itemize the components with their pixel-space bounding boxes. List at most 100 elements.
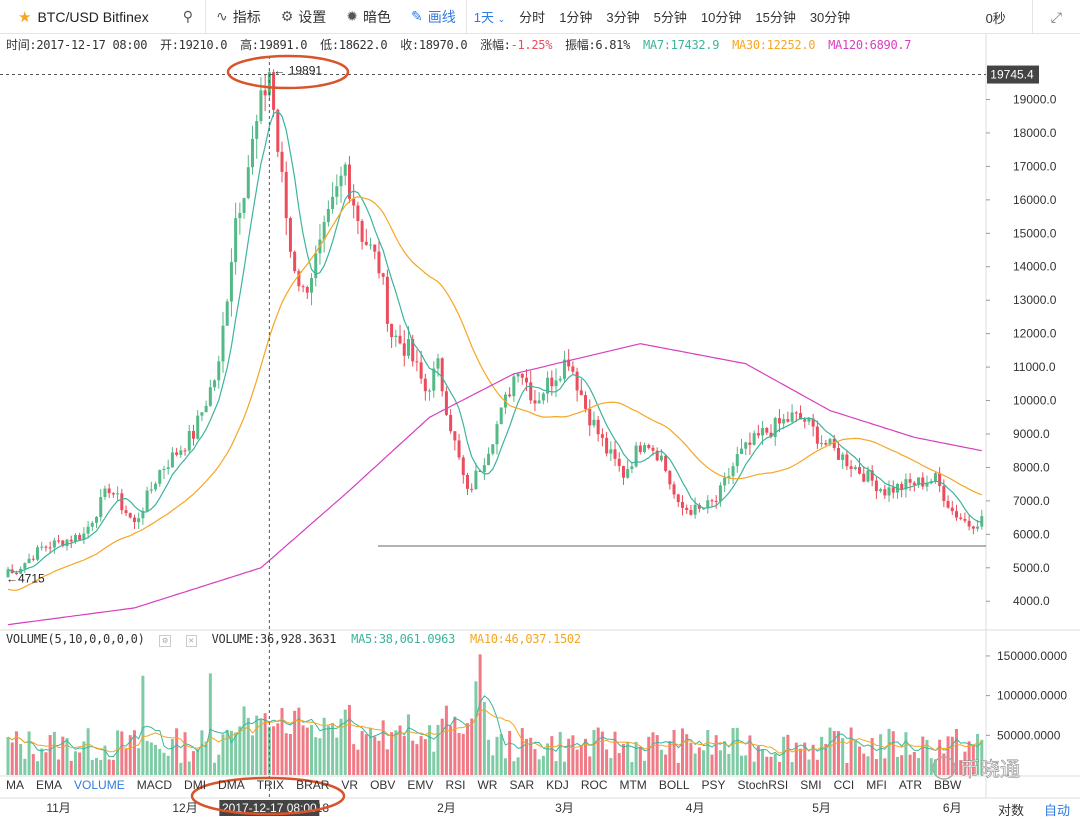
candle-body (613, 449, 617, 459)
volume-bar (980, 739, 984, 775)
indicator-bbw[interactable]: BBW (934, 778, 962, 792)
indicator-mtm[interactable]: MTM (619, 778, 647, 792)
log-scale-button[interactable]: 对数 (997, 803, 1024, 818)
indicators-button[interactable]: ∿ 指标 (216, 8, 261, 25)
candle-body (465, 474, 469, 489)
volume-bar (643, 760, 647, 775)
volume-bar (575, 749, 579, 775)
candle-body (487, 453, 491, 466)
indicator-cci[interactable]: CCI (833, 778, 855, 792)
indicator-brar[interactable]: BRAR (296, 778, 330, 792)
candle-body (499, 407, 503, 425)
interval-3m[interactable]: 3分钟 (606, 10, 640, 25)
indicator-macd[interactable]: MACD (136, 778, 173, 792)
candle-body (718, 485, 722, 502)
indicator-roc[interactable]: ROC (580, 778, 608, 792)
volume-bar (811, 744, 815, 775)
time-axis-label: 3月 (555, 801, 574, 815)
volume-bar (217, 754, 221, 775)
candle-body (584, 395, 588, 409)
volume-bar (145, 741, 149, 775)
draw-line-button[interactable]: ✎ 画线 (411, 8, 456, 25)
volume-bar (238, 726, 242, 775)
volume-settings-icon[interactable]: ⚙ (159, 635, 171, 647)
volume-bar (820, 736, 824, 775)
price-tick-label: 19000.0 (1013, 92, 1057, 106)
indicator-boll[interactable]: BOLL (658, 778, 690, 792)
candle-body (406, 339, 410, 356)
volume-bar (752, 761, 756, 775)
indicator-atr[interactable]: ATR (898, 778, 923, 792)
candle-body (659, 455, 663, 461)
interval-timeshare[interactable]: 分时 (519, 10, 546, 25)
indicator-volume[interactable]: VOLUME (74, 778, 125, 792)
indicator-obv[interactable]: OBV (370, 778, 396, 792)
volume-bar (659, 749, 663, 775)
indicator-mfi[interactable]: MFI (866, 778, 887, 792)
candle-body (440, 358, 444, 392)
volume-bar (369, 728, 373, 775)
candle-body (166, 467, 170, 469)
candle-body (655, 450, 659, 461)
candle-body (782, 419, 786, 424)
indicator-dmi[interactable]: DMI (184, 778, 207, 792)
indicator-emv[interactable]: EMV (407, 778, 434, 792)
interval-30m[interactable]: 30分钟 (809, 10, 851, 25)
volume-bar (491, 755, 495, 775)
info-amplitude: 振幅:6.81% (565, 38, 631, 52)
settings-button[interactable]: ⚙ 设置 (280, 8, 327, 25)
candle-body (116, 493, 120, 495)
interval-5m[interactable]: 5分钟 (653, 10, 687, 25)
auto-scale-button[interactable]: 自动 (1043, 803, 1070, 818)
price-tick-label: 9000.0 (1013, 427, 1050, 441)
candle-body (562, 359, 566, 379)
indicator-dma[interactable]: DMA (218, 778, 245, 792)
volume-bar (647, 736, 651, 775)
candle-body (554, 380, 558, 387)
volume-bar (579, 745, 583, 775)
indicator-wr[interactable]: WR (477, 778, 498, 792)
interval-1d[interactable]: 1天 ⌄ (473, 10, 506, 25)
interval-1m[interactable]: 1分钟 (559, 10, 593, 25)
candle-body (529, 382, 533, 401)
indicator-ma[interactable]: MA (6, 778, 24, 792)
search-icon[interactable]: ⚲ (182, 8, 193, 24)
interval-15m[interactable]: 15分钟 (755, 10, 796, 25)
volume-bar (436, 724, 440, 775)
fullscreen-icon[interactable]: ⤢ (1050, 8, 1062, 25)
volume-bar (301, 725, 305, 775)
volume-bar (588, 756, 592, 775)
volume-bar (158, 748, 162, 775)
indicator-vr[interactable]: VR (341, 778, 359, 792)
indicator-psy[interactable]: PSY (701, 778, 726, 792)
volume-bar (740, 755, 743, 775)
candle-body (364, 241, 368, 245)
volume-bar (390, 732, 394, 775)
volume-close-icon[interactable]: ✕ (185, 635, 197, 647)
candle-body (187, 431, 191, 451)
indicator-stochrsi[interactable]: StochRSI (737, 778, 789, 792)
volume-bar (765, 756, 769, 775)
indicator-trix[interactable]: TRIX (256, 778, 285, 792)
candle-body (57, 540, 61, 542)
info-time: 时间:2017-12-17 08:00 (6, 38, 148, 52)
volume-bar (314, 737, 318, 775)
indicator-ema[interactable]: EMA (36, 778, 63, 792)
volume-bar (769, 756, 773, 775)
symbol-title[interactable]: ★ BTC/USD Bitfinex ⚲ (0, 8, 205, 26)
indicator-kdj[interactable]: KDJ (546, 778, 569, 792)
star-icon[interactable]: ★ (18, 8, 32, 26)
volume-bar (567, 738, 571, 775)
indicator-smi[interactable]: SMI (800, 778, 822, 792)
volume-bar (179, 762, 183, 775)
volume-bar (267, 726, 271, 775)
volume-bar (664, 754, 668, 775)
candle-body (525, 377, 529, 383)
indicator-sar[interactable]: SAR (509, 778, 535, 792)
indicator-rsi[interactable]: RSI (445, 778, 466, 792)
interval-10m[interactable]: 10分钟 (700, 10, 742, 25)
dark-mode-button[interactable]: ✹ 暗色 (346, 8, 392, 25)
candles-group (6, 69, 984, 578)
ohlc-info: 时间:2017-12-17 08:00 开:19210.0 高:19891.0 … (0, 36, 1000, 54)
